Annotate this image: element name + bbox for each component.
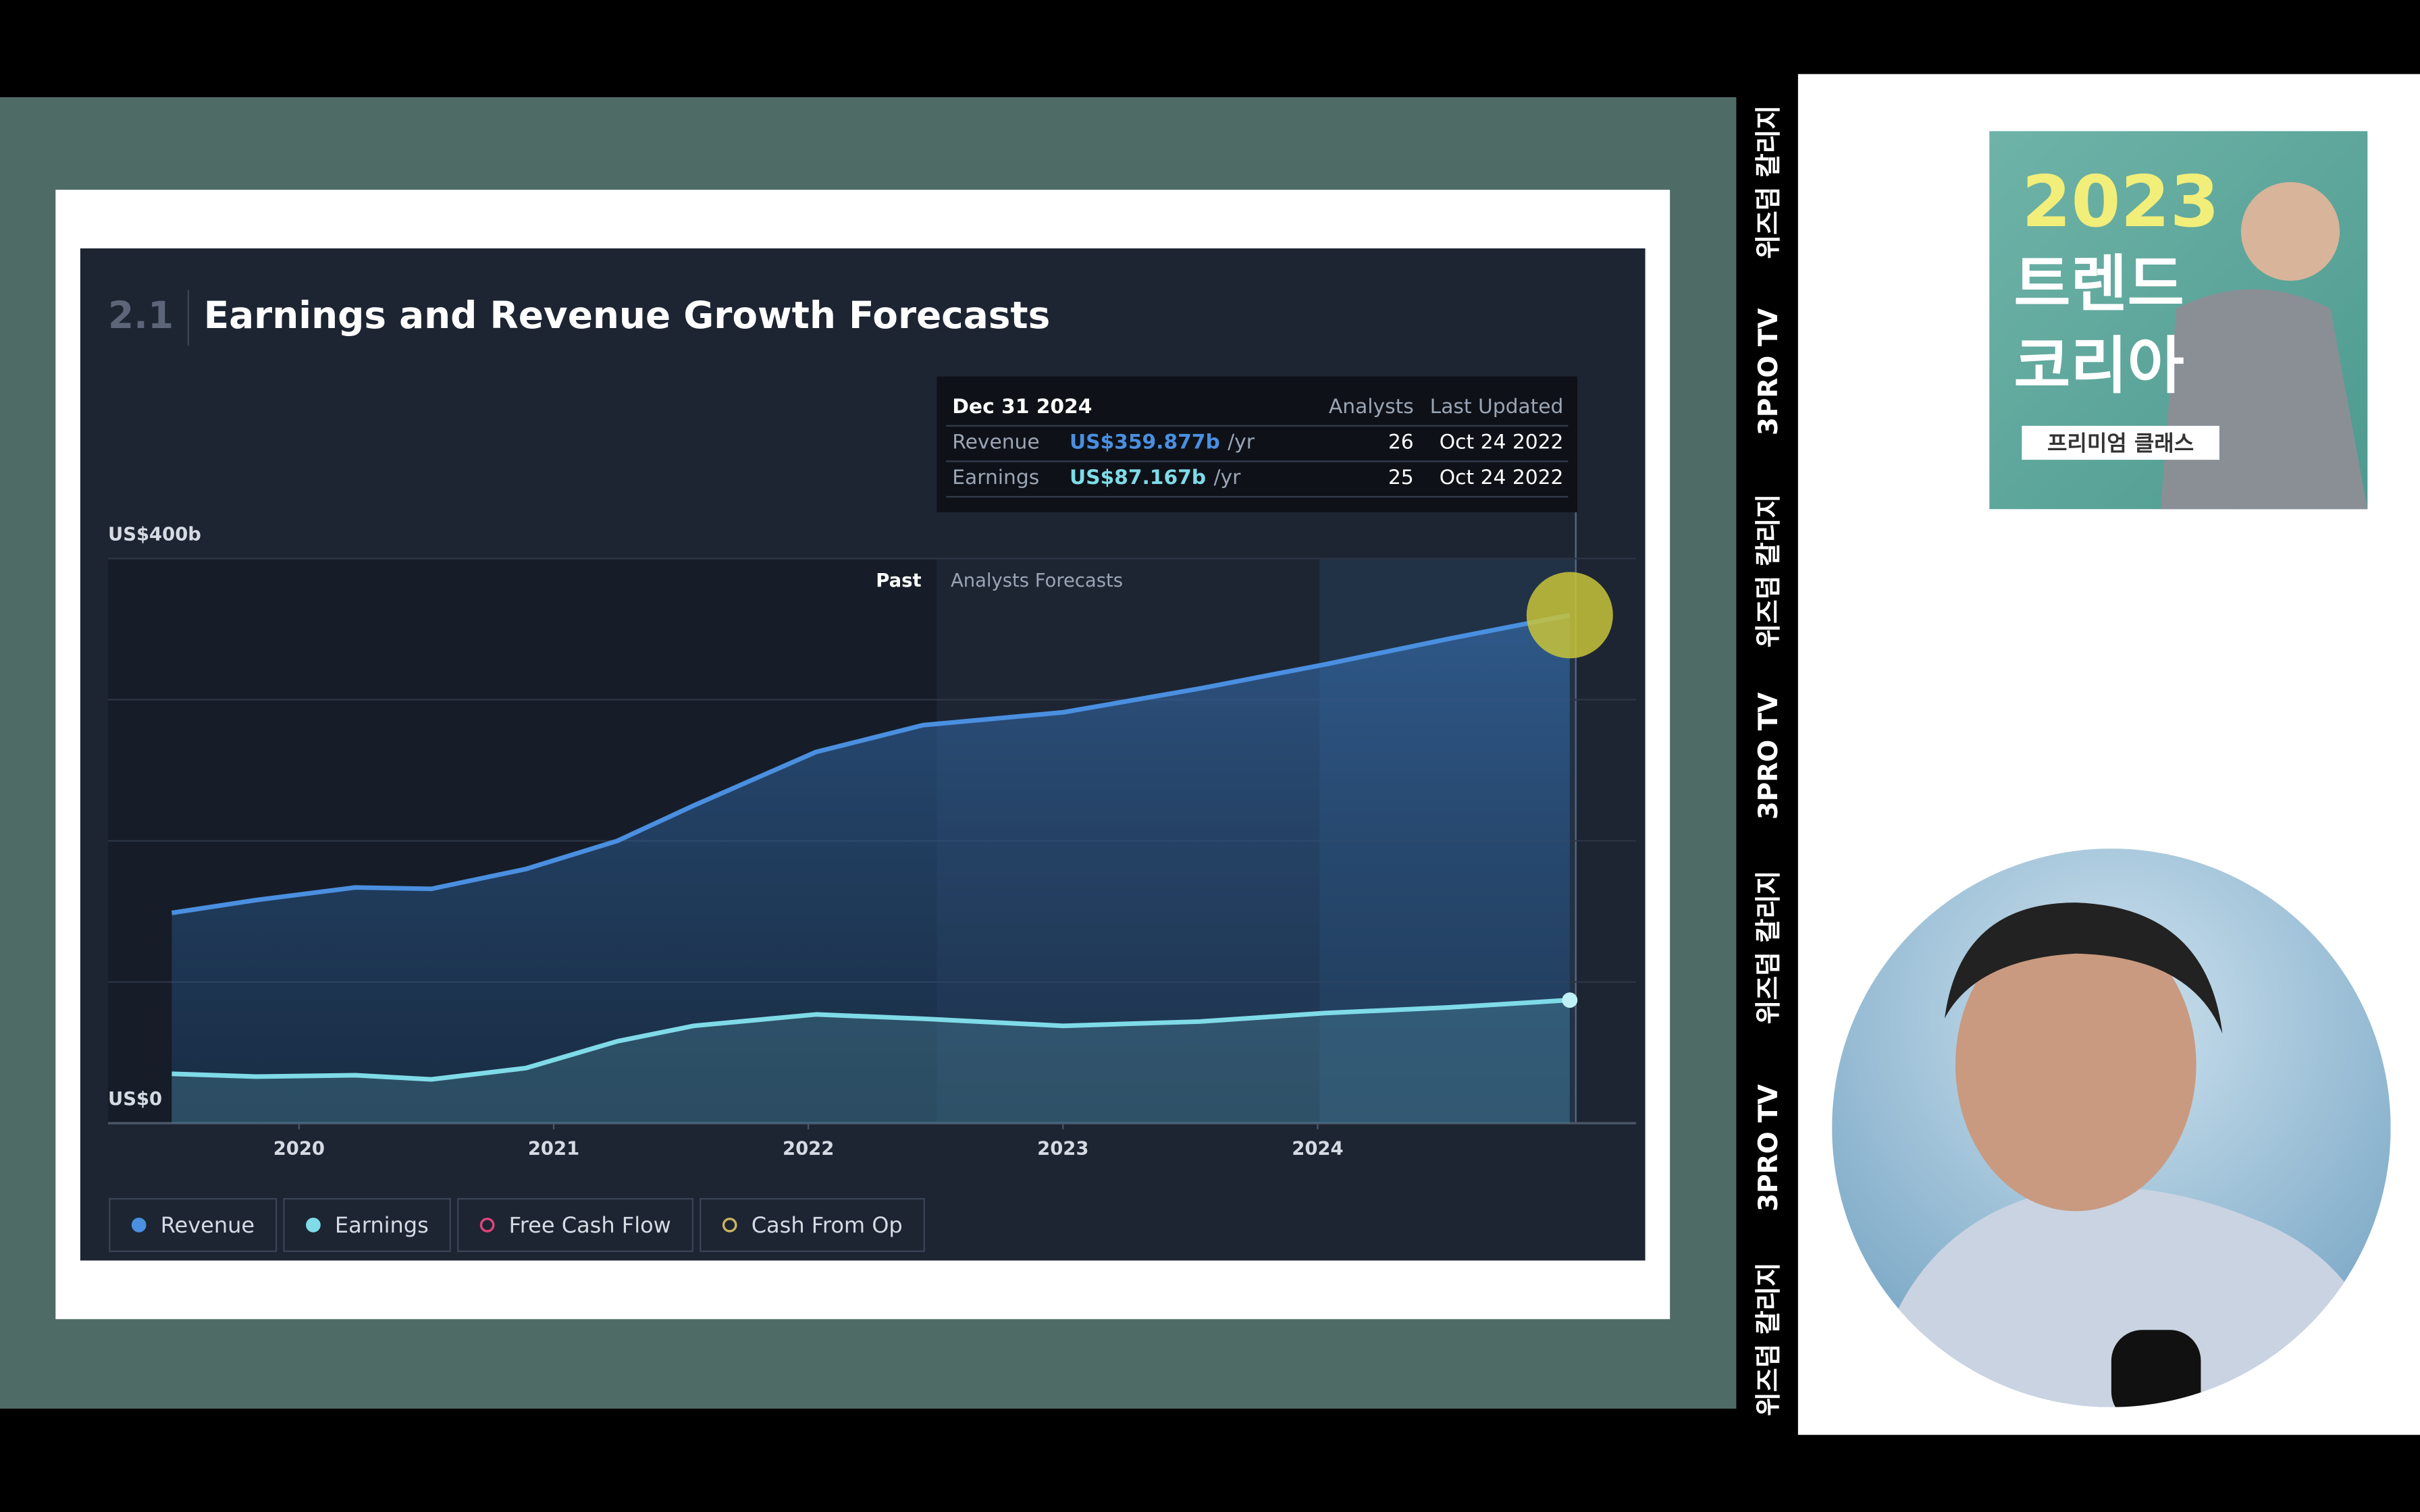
legend-label: Revenue xyxy=(161,1212,255,1238)
tooltip-analysts: 25 xyxy=(1388,466,1414,489)
sidebar-text: 3PRO TV xyxy=(1754,308,1784,436)
tooltip-analysts: 26 xyxy=(1388,430,1414,454)
thumbnail-face xyxy=(2240,182,2340,281)
legend-label: Free Cash Flow xyxy=(509,1212,671,1238)
tooltip-value: US$87.167b xyxy=(1070,466,1206,489)
y-tick-label: US$400b xyxy=(108,524,201,545)
tooltip-date: Dec 31 2024 xyxy=(952,395,1092,418)
thumbnail-line: 코리아 xyxy=(2014,329,2184,402)
x-tick-label: 2024 xyxy=(1292,1138,1343,1159)
tooltip-updated: Oct 24 2022 xyxy=(1440,430,1564,454)
sidebar-text: 3PRO TV xyxy=(1754,1084,1784,1212)
webcam xyxy=(1832,848,2391,1407)
area-fill xyxy=(172,615,1570,1123)
webcam-face xyxy=(1955,918,2197,1212)
tooltip-unit: /yr xyxy=(1228,430,1255,454)
tooltip-box xyxy=(937,376,1577,512)
series-line xyxy=(172,998,1571,1082)
thumbnail-year: 2023 xyxy=(2022,160,2219,243)
tooltip-series: Earnings xyxy=(952,466,1039,489)
webcam-hair xyxy=(1945,902,2223,1034)
legend-swatch xyxy=(722,1217,737,1233)
sidebar-text: 위즈덤 칼리지 xyxy=(1754,870,1784,1024)
legend-box xyxy=(457,1197,693,1252)
tooltip-value: US$359.877b xyxy=(1070,430,1220,454)
legend: Revenue Earnings Free Cash Flow Cash From O… xyxy=(109,1197,925,1252)
legend-item: Earnings xyxy=(283,1197,451,1252)
x-tick-label: 2020 xyxy=(273,1138,325,1159)
y-tick-label: US$0 xyxy=(108,1089,162,1110)
thumbnail-badge xyxy=(2022,425,2219,460)
end-marker xyxy=(1526,572,1613,659)
legend-swatch xyxy=(131,1217,147,1233)
forecast-label: Analysts Forecasts xyxy=(951,570,1123,591)
section-number: 2.1 xyxy=(108,294,174,337)
tooltip-header: Analysts xyxy=(1329,395,1414,418)
tooltip: Dec 31 2024 Analysts Last Updated Revenu… xyxy=(937,376,1577,512)
legend-box xyxy=(700,1197,925,1252)
legend-swatch xyxy=(479,1217,495,1233)
series-line xyxy=(171,612,1571,915)
legend-swatch xyxy=(306,1217,321,1233)
thumbnail-line: 트렌드 xyxy=(2014,248,2184,320)
sidebar-text: 위즈덤 칼리지 xyxy=(1754,105,1784,259)
sidebar-text: 3PRO TV xyxy=(1754,693,1784,820)
legend-label: Earnings xyxy=(335,1212,429,1238)
sidebar-text: 위즈덤 칼리지 xyxy=(1754,1262,1784,1416)
past-label: Past xyxy=(876,570,921,591)
legend-item: Free Cash Flow xyxy=(457,1197,693,1252)
webcam-shirt xyxy=(1867,1187,2391,1407)
end-marker xyxy=(1562,992,1578,1008)
x-tick-label: 2022 xyxy=(783,1138,834,1159)
legend-label: Cash From Op xyxy=(752,1212,903,1238)
tooltip-unit: /yr xyxy=(1214,466,1242,489)
legend-item: Cash From Op xyxy=(700,1197,925,1252)
sidebar: 위즈덤 칼리지 3PRO TV 위즈덤 칼리지 3PRO TV 위즈덤 칼리지 3PRO … xyxy=(1754,105,1784,1416)
sidebar-text: 위즈덤 칼리지 xyxy=(1754,494,1784,648)
tooltip-series: Revenue xyxy=(952,430,1039,454)
legend-item: Revenue xyxy=(109,1197,278,1252)
thumbnail-badge-text: 프리미엄 클래스 xyxy=(2047,430,2194,456)
thumbnail: 2023 트렌드 코리아 프리미엄 클래스 xyxy=(1989,131,2368,510)
plot: US$0 US$400b 2020 2021 2022 2023 2024 xyxy=(108,524,1636,1159)
area-fill xyxy=(172,1000,1570,1123)
chart-title: Earnings and Revenue Growth Forecasts xyxy=(204,294,1051,337)
tooltip-header: Last Updated xyxy=(1430,395,1564,418)
x-tick-label: 2021 xyxy=(528,1138,579,1159)
tooltip-updated: Oct 24 2022 xyxy=(1440,466,1564,489)
x-tick-label: 2023 xyxy=(1037,1138,1088,1159)
